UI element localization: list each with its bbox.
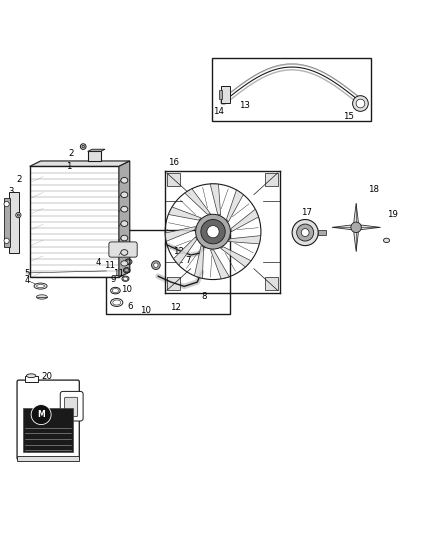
Bar xyxy=(167,173,180,186)
Ellipse shape xyxy=(26,374,36,378)
Polygon shape xyxy=(226,190,244,222)
Circle shape xyxy=(196,214,230,249)
Bar xyxy=(9,192,18,253)
Circle shape xyxy=(356,99,365,108)
Text: 11: 11 xyxy=(113,269,124,278)
Polygon shape xyxy=(210,184,221,215)
Ellipse shape xyxy=(384,238,390,243)
Bar xyxy=(213,236,222,245)
Text: 6: 6 xyxy=(127,302,133,311)
Ellipse shape xyxy=(37,285,45,288)
Polygon shape xyxy=(88,149,105,151)
Text: 12: 12 xyxy=(166,280,177,289)
Bar xyxy=(318,230,326,235)
Bar xyxy=(265,173,278,186)
Bar xyxy=(219,90,223,99)
Text: 5: 5 xyxy=(25,269,30,278)
FancyBboxPatch shape xyxy=(109,242,137,257)
Text: 14: 14 xyxy=(212,108,224,117)
Bar xyxy=(167,277,180,290)
Circle shape xyxy=(31,405,51,425)
Circle shape xyxy=(152,261,160,270)
Text: 17: 17 xyxy=(300,207,311,216)
Circle shape xyxy=(292,220,318,246)
Bar xyxy=(18,456,79,462)
Text: 16: 16 xyxy=(168,158,179,166)
Polygon shape xyxy=(354,204,358,228)
Circle shape xyxy=(4,238,9,244)
Polygon shape xyxy=(119,161,130,277)
Text: 19: 19 xyxy=(387,210,398,219)
Ellipse shape xyxy=(121,206,128,212)
Circle shape xyxy=(207,225,219,238)
Polygon shape xyxy=(228,236,261,244)
Text: 15: 15 xyxy=(343,112,354,121)
Bar xyxy=(265,277,278,290)
Text: 8: 8 xyxy=(201,293,207,302)
Polygon shape xyxy=(354,228,358,251)
Text: 4: 4 xyxy=(95,257,101,266)
Ellipse shape xyxy=(36,295,47,299)
Text: 12: 12 xyxy=(170,303,181,312)
Ellipse shape xyxy=(121,192,128,198)
Bar xyxy=(221,86,230,103)
Text: 13: 13 xyxy=(239,101,250,110)
Polygon shape xyxy=(168,207,201,220)
Text: 2: 2 xyxy=(16,175,21,184)
Text: 3: 3 xyxy=(8,187,14,196)
Polygon shape xyxy=(30,166,119,277)
Text: 2: 2 xyxy=(68,149,74,158)
Text: 9: 9 xyxy=(111,275,117,284)
Bar xyxy=(88,151,101,161)
Ellipse shape xyxy=(82,146,85,148)
Ellipse shape xyxy=(121,221,128,227)
Ellipse shape xyxy=(34,283,47,289)
Ellipse shape xyxy=(121,249,128,255)
Ellipse shape xyxy=(121,261,128,266)
Text: M: M xyxy=(37,410,45,419)
Circle shape xyxy=(351,222,361,232)
Bar xyxy=(106,230,230,314)
Polygon shape xyxy=(210,250,229,279)
Circle shape xyxy=(4,201,9,207)
Bar xyxy=(4,198,10,247)
Bar xyxy=(25,376,38,382)
Bar xyxy=(23,408,73,452)
Polygon shape xyxy=(185,189,210,214)
Polygon shape xyxy=(30,161,130,166)
Circle shape xyxy=(353,96,368,111)
Polygon shape xyxy=(194,246,204,278)
FancyBboxPatch shape xyxy=(64,397,78,417)
Ellipse shape xyxy=(17,214,19,216)
Text: 20: 20 xyxy=(42,372,53,381)
Ellipse shape xyxy=(81,144,86,149)
Ellipse shape xyxy=(121,235,128,241)
Text: 7: 7 xyxy=(186,256,191,265)
Text: 18: 18 xyxy=(368,184,379,193)
Circle shape xyxy=(154,263,158,268)
FancyBboxPatch shape xyxy=(60,391,83,421)
Polygon shape xyxy=(231,209,258,232)
FancyBboxPatch shape xyxy=(17,380,79,460)
Text: 1: 1 xyxy=(66,162,71,171)
Polygon shape xyxy=(173,237,197,265)
Circle shape xyxy=(201,220,225,244)
Ellipse shape xyxy=(121,177,128,183)
Circle shape xyxy=(297,224,314,241)
Polygon shape xyxy=(165,227,195,241)
Polygon shape xyxy=(332,225,356,230)
Circle shape xyxy=(301,229,309,237)
Polygon shape xyxy=(356,225,380,230)
Polygon shape xyxy=(221,247,251,267)
Text: 4: 4 xyxy=(25,276,30,285)
Bar xyxy=(212,58,371,120)
Text: 12: 12 xyxy=(173,247,184,256)
Text: 10: 10 xyxy=(121,285,132,294)
Text: 11: 11 xyxy=(104,261,115,270)
Text: 10: 10 xyxy=(141,306,152,316)
Ellipse shape xyxy=(16,213,21,218)
